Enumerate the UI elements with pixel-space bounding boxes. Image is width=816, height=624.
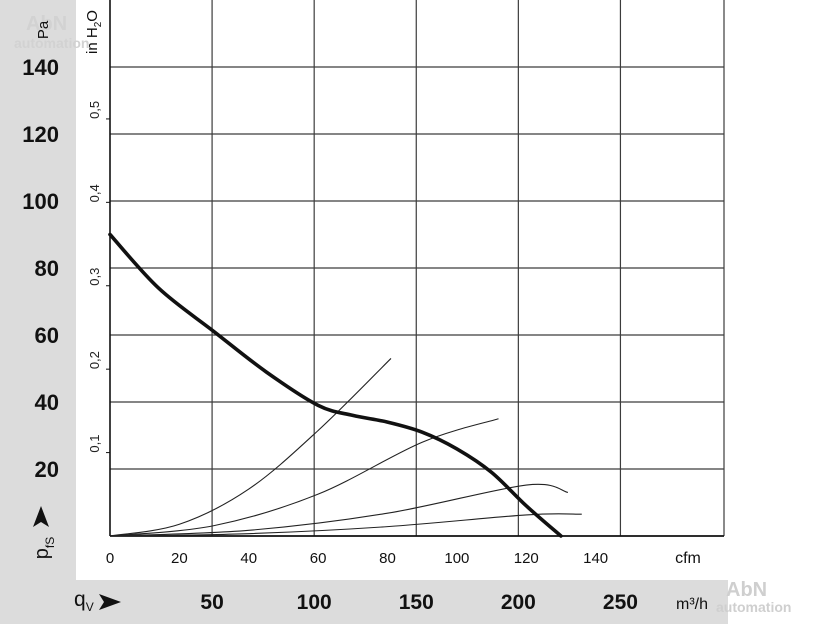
- inh2o-tick-label: 0,1: [87, 435, 102, 453]
- fan-curve: [108, 232, 563, 538]
- inh2o-unit-part-3: O: [84, 10, 101, 22]
- cfm-tick-label: 80: [379, 550, 396, 567]
- cfm-tick-label: 60: [310, 550, 327, 567]
- inh2o-tick-label: 0,4: [87, 184, 102, 202]
- pressure-axis-subscript: fS: [43, 537, 57, 548]
- inh2o-tick-label: 0,5: [87, 101, 102, 119]
- pa-tick-label: 60: [35, 323, 59, 348]
- inh2o-tick-label: 0,3: [87, 268, 102, 286]
- watermark-text-4: automation: [716, 599, 791, 615]
- inh2o-unit-label: in H2O: [84, 10, 104, 54]
- watermark-bottom-right: AbN automation: [716, 579, 791, 615]
- system-curve: [109, 418, 499, 537]
- m3h-tick-labels: 50 100 150 200 250: [200, 591, 638, 614]
- pa-tick-label: 140: [22, 55, 59, 80]
- pa-tick-label: 20: [35, 457, 59, 482]
- flow-axis-symbol: q: [74, 588, 86, 611]
- cfm-tick-label: 100: [444, 550, 469, 567]
- watermark-text-1: AbN: [26, 13, 67, 35]
- inh2o-tick-labels: 0,1 0,2 0,3 0,4 0,5: [87, 101, 102, 453]
- pa-unit-label: Pa: [35, 20, 52, 39]
- cfm-tick-label: 20: [171, 550, 188, 567]
- cfm-tick-label: 0: [106, 550, 114, 567]
- m3h-tick-label: 100: [297, 591, 332, 614]
- cfm-unit-label: cfm: [675, 550, 701, 567]
- watermark-text-2: automation: [14, 35, 89, 51]
- cfm-tick-label: 140: [583, 550, 608, 567]
- m3h-unit-label: m³/h: [676, 596, 708, 613]
- flow-axis-subscript: V: [86, 600, 94, 614]
- pa-tick-label: 80: [35, 256, 59, 281]
- left-axis-band: [0, 0, 76, 580]
- m3h-tick-label: 150: [399, 591, 434, 614]
- pressure-arrow-icon: [33, 506, 49, 527]
- fan-curve-layer: [108, 232, 563, 538]
- system-curve: [109, 483, 569, 537]
- flow-axis-label: qV: [74, 588, 94, 614]
- pa-tick-label: 100: [22, 189, 59, 214]
- flow-arrow-icon: [99, 594, 121, 610]
- system-curve: [109, 358, 392, 537]
- cfm-tick-label: 120: [514, 550, 539, 567]
- cfm-tick-label: 40: [240, 550, 257, 567]
- inh2o-unit-part-1: in H: [84, 27, 101, 54]
- pa-tick-labels: 20 40 60 80 100 120 140: [22, 55, 59, 482]
- grid: [106, 0, 725, 537]
- inh2o-unit-subscript: 2: [93, 21, 104, 27]
- pa-tick-label: 120: [22, 122, 59, 147]
- m3h-tick-label: 200: [501, 591, 536, 614]
- m3h-tick-label: 50: [200, 591, 223, 614]
- cfm-tick-labels: 0 20 40 60 80 100 120 140: [106, 550, 608, 567]
- system-curve: [109, 513, 582, 537]
- watermark-top-left: AbN automation: [14, 13, 89, 51]
- watermark-text-3: AbN: [726, 579, 767, 601]
- pa-tick-label: 40: [35, 390, 59, 415]
- inh2o-tick-label: 0,2: [87, 351, 102, 369]
- pressure-axis-symbol: p: [31, 548, 53, 559]
- system-curves: [109, 358, 582, 537]
- m3h-tick-label: 250: [603, 591, 638, 614]
- bottom-axis-band: [0, 580, 728, 624]
- pressure-axis-label: pfS: [31, 537, 57, 559]
